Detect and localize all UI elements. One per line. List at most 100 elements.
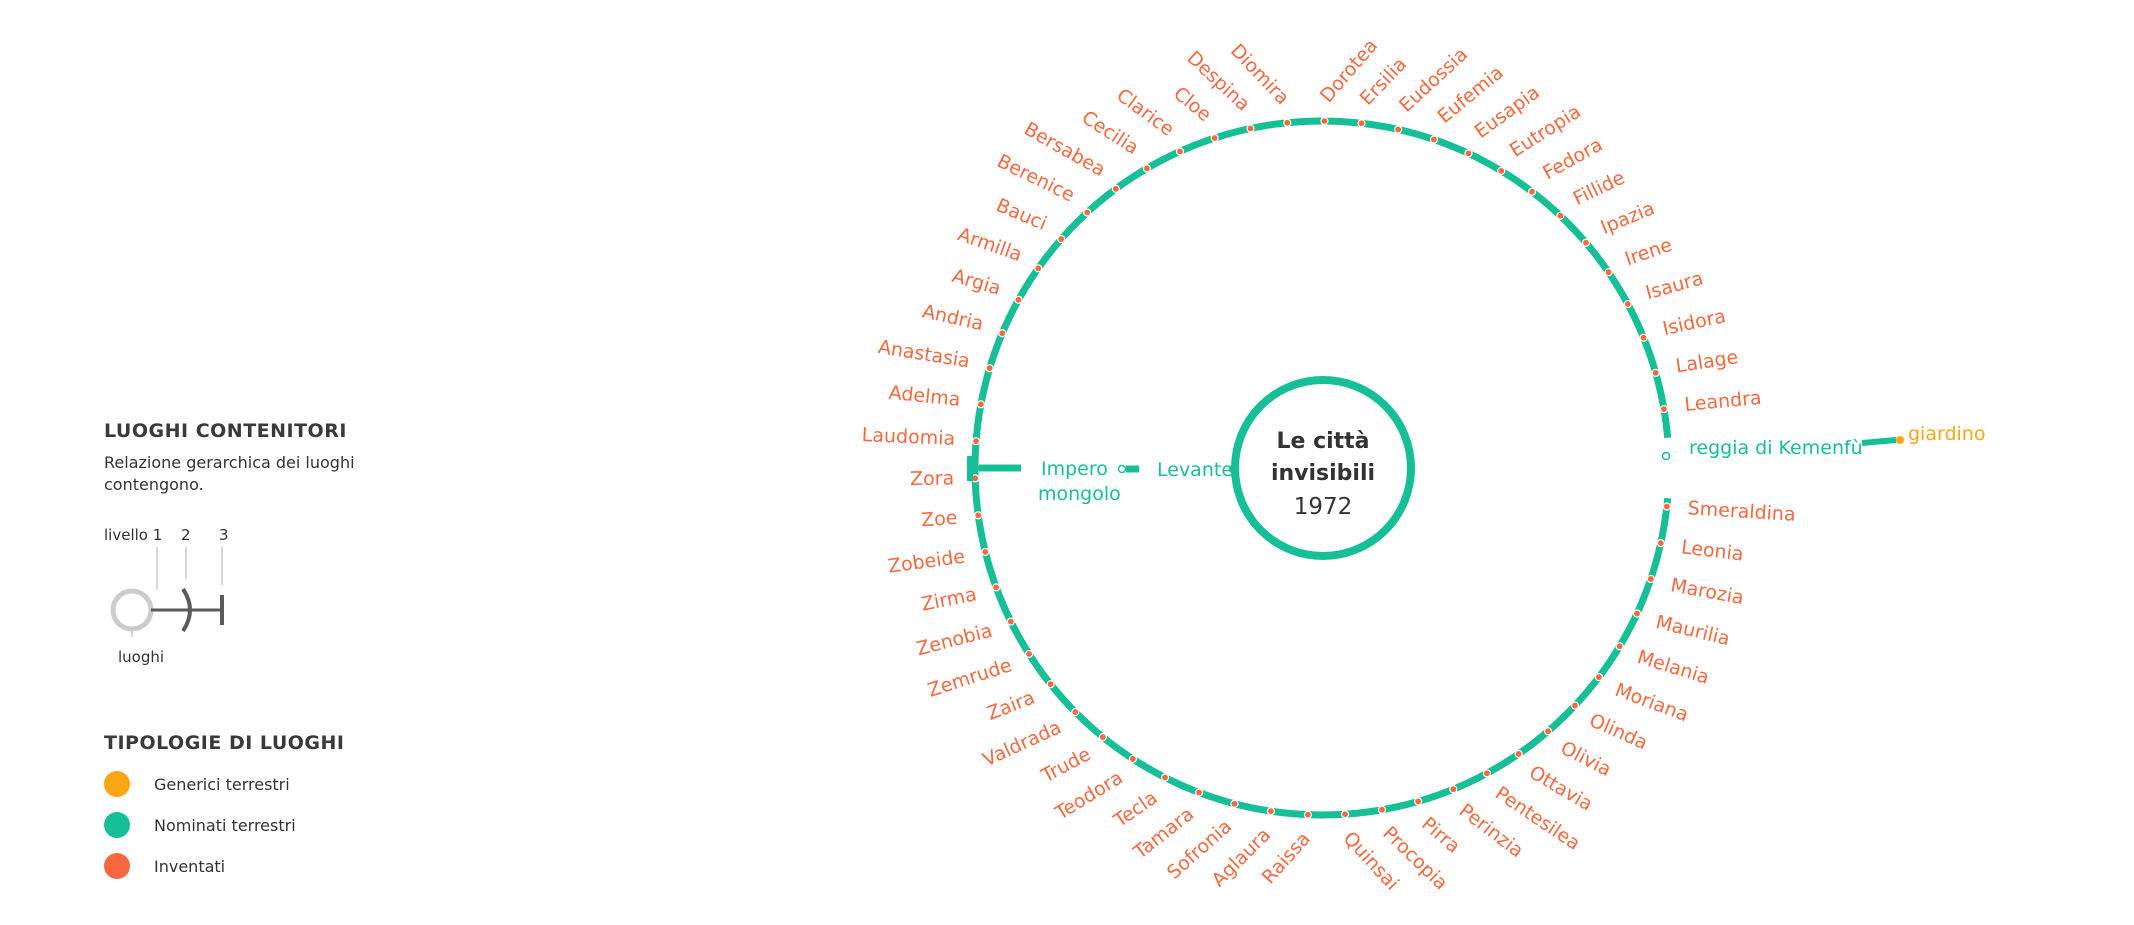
level-1-label: livello 1 xyxy=(104,526,162,544)
city-node xyxy=(1377,805,1387,814)
city-node xyxy=(1662,502,1671,511)
city-label: Ipazia xyxy=(1598,197,1658,239)
giardino-connector xyxy=(1861,437,1897,446)
city-node xyxy=(1283,118,1292,127)
city-node xyxy=(1142,164,1152,173)
city-label: Irene xyxy=(1622,234,1675,270)
city-node xyxy=(1449,785,1458,794)
type-named: Nominati terrestri xyxy=(104,811,424,839)
city-node xyxy=(1632,609,1642,618)
city-node xyxy=(1057,234,1066,244)
city-node xyxy=(976,400,985,409)
city-label: Zirma xyxy=(919,583,978,615)
reggia-label: reggia di Kemenfù xyxy=(1689,437,1863,459)
city-label: Zaira xyxy=(984,687,1038,725)
city-node xyxy=(1594,673,1603,682)
city-node xyxy=(971,437,981,446)
impero-label-line2: mongolo xyxy=(1038,483,1121,505)
level-2-arc xyxy=(181,587,192,633)
city-label: Argia xyxy=(950,265,1004,300)
city-label: Zenobia xyxy=(914,620,994,661)
city-label: Zoe xyxy=(920,507,958,532)
city-label: Anastasia xyxy=(877,336,972,372)
city-label: Isidora xyxy=(1661,305,1728,340)
center-title-line2: invisibili xyxy=(1271,461,1375,486)
city-node xyxy=(1394,125,1403,134)
city-label: Maurilia xyxy=(1654,611,1732,650)
city-label: Marozia xyxy=(1669,574,1746,609)
center-title-line1: Le città xyxy=(1276,429,1369,454)
levante-node xyxy=(1117,464,1127,474)
containers-title: LUOGHI CONTENITORI xyxy=(104,420,347,442)
city-label: Cloe xyxy=(1169,83,1215,127)
city-node xyxy=(1340,810,1350,819)
type-generic: Generici terrestri xyxy=(104,770,424,798)
city-node xyxy=(1639,333,1648,342)
city-node xyxy=(1320,116,1329,126)
city-node xyxy=(1098,732,1107,742)
city-node xyxy=(992,583,1001,592)
city-label: Adelma xyxy=(888,382,962,411)
generic-swatch xyxy=(104,771,130,797)
city-label: Zobeide xyxy=(887,546,967,578)
city-node xyxy=(1464,149,1473,158)
giardino-dot xyxy=(1896,436,1904,444)
city-label: Armilla xyxy=(955,223,1025,266)
containers-description: Relazione gerarchica dei luoghi contengo… xyxy=(104,453,355,494)
impero-label-line1: Impero xyxy=(1041,458,1108,480)
city-label: Laudomia xyxy=(861,424,955,450)
types-title: TIPOLOGIE DI LUOGHI xyxy=(104,732,345,754)
city-label: Tecla xyxy=(1109,787,1161,833)
city-node xyxy=(1230,799,1239,808)
city-label: Andria xyxy=(920,300,985,335)
city-label: Olinda xyxy=(1586,709,1651,754)
city-node xyxy=(1210,133,1219,143)
city-label: Bauci xyxy=(993,194,1050,235)
city-label: Trude xyxy=(1037,743,1095,787)
city-node xyxy=(1527,187,1537,196)
city-node xyxy=(1514,749,1523,759)
city-node xyxy=(998,329,1007,338)
city-node xyxy=(1651,368,1660,377)
city-node xyxy=(1014,295,1023,304)
city-node xyxy=(1604,268,1613,277)
type-generic-label: Generici terrestri xyxy=(154,774,290,794)
type-invented-label: Inventati xyxy=(154,856,226,876)
city-label: Moriana xyxy=(1612,679,1691,726)
level-2-label: 2 xyxy=(181,526,191,544)
level-3-label: 3 xyxy=(219,526,229,544)
legend-panel: LUOGHI CONTENITORI Relazione gerarchica … xyxy=(104,420,404,879)
city-node xyxy=(1303,810,1312,819)
city-node xyxy=(1482,769,1491,778)
city-node xyxy=(1083,208,1092,217)
types-legend: TIPOLOGIE DI LUOGHI Generici terrestri N… xyxy=(104,732,424,880)
city-label: Olivia xyxy=(1557,737,1615,781)
center-circle xyxy=(1231,376,1415,560)
places-label: luoghi xyxy=(118,648,164,665)
city-node xyxy=(1556,211,1565,220)
city-node xyxy=(1357,119,1366,128)
city-node xyxy=(981,547,990,556)
city-label: Smeraldina xyxy=(1687,497,1796,526)
city-label: Leandra xyxy=(1684,387,1763,416)
city-node xyxy=(1128,754,1137,764)
city-label: Fillide xyxy=(1570,167,1629,210)
city-node xyxy=(1194,788,1204,797)
city-node xyxy=(1034,264,1043,273)
city-node xyxy=(1581,238,1591,247)
city-node xyxy=(985,364,994,373)
city-node xyxy=(1659,404,1669,414)
type-named-label: Nominati terrestri xyxy=(154,815,296,835)
city-node xyxy=(1646,574,1655,584)
city-node xyxy=(1497,166,1506,175)
city-node xyxy=(1543,727,1553,736)
city-node xyxy=(1429,135,1439,144)
city-node xyxy=(1615,642,1624,651)
city-node xyxy=(974,511,983,520)
city-node xyxy=(1071,707,1080,717)
center-year: 1972 xyxy=(1294,494,1353,520)
named-swatch xyxy=(104,812,130,838)
city-label: Zemrude xyxy=(925,654,1014,702)
type-invented: Inventati xyxy=(104,852,424,880)
city-node xyxy=(1160,773,1170,782)
